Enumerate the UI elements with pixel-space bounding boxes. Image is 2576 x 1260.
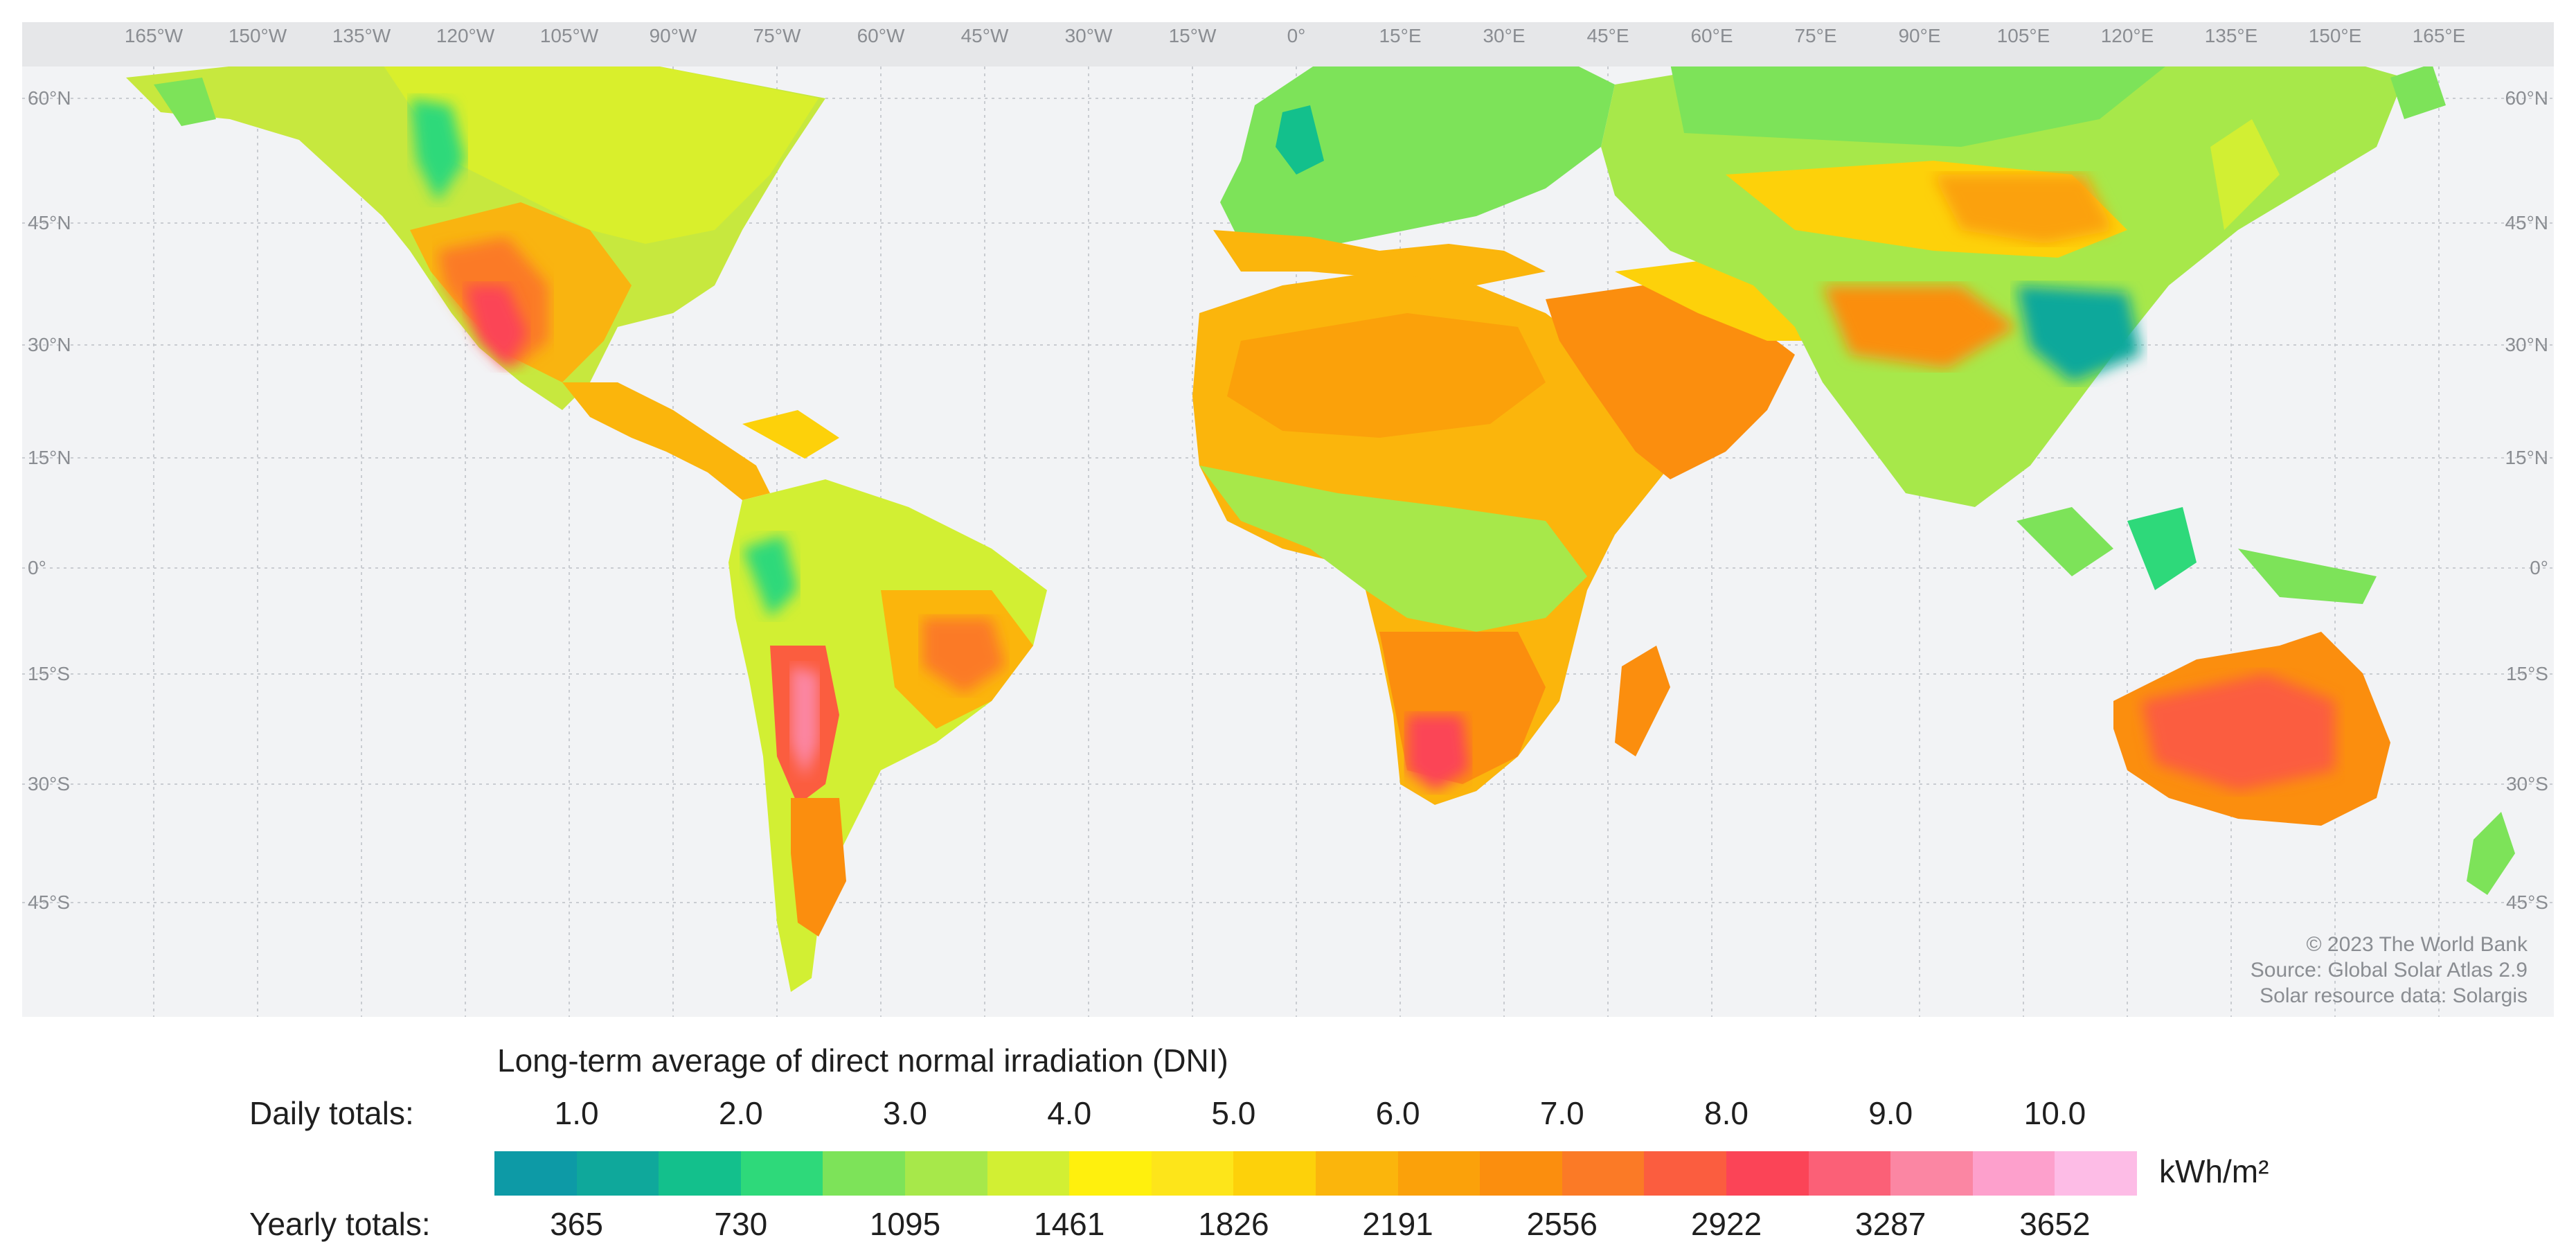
ramp-swatch (740, 1151, 823, 1196)
landmass-southeast-asia (2016, 507, 2377, 604)
ramp-swatch (1644, 1151, 1726, 1196)
latitude-label: 0° (28, 557, 46, 578)
ramp-swatch (1562, 1151, 1645, 1196)
map-panel[interactable]: 165°W 150°W 135°W 120°W 105°W 90°W 75°W 60°W 45°… (22, 22, 2554, 1017)
latitude-label: 45°S (28, 891, 71, 913)
longitude-label: 75°E (1794, 25, 1837, 46)
longitude-label: 30°W (1064, 25, 1113, 46)
longitude-label: 150°E (2308, 25, 2362, 46)
landmass-africa (1192, 272, 1670, 805)
longitude-label: 150°W (228, 25, 287, 46)
ramp-swatch (1808, 1151, 1891, 1196)
longitude-label: 45°W (960, 25, 1009, 46)
yearly-tick-label: 2556 (1526, 1206, 1598, 1242)
latitude-label: 0° (2530, 557, 2548, 578)
ramp-swatch (1397, 1151, 1481, 1196)
dni-legend: Long-term average of direct normal irrad… (0, 1017, 2576, 1260)
yearly-tick-label: 1095 (869, 1206, 941, 1242)
daily-tick-label: 4.0 (1047, 1095, 1092, 1131)
daily-tick-label: 9.0 (1868, 1095, 1913, 1131)
longitude-label: 135°W (332, 25, 391, 46)
landmass-south-america (728, 479, 1047, 992)
longitude-band (22, 22, 2554, 66)
longitude-label: 135°E (2204, 25, 2258, 46)
latitude-label: 30°N (2505, 334, 2548, 355)
longitude-label: 120°E (2100, 25, 2154, 46)
credit-source: Source: Global Solar Atlas 2.9 (2250, 959, 2528, 982)
landmass-europe (1213, 43, 1615, 285)
daily-tick-label: 10.0 (2023, 1095, 2086, 1131)
ramp-swatch (1480, 1151, 1562, 1196)
ramp-swatch (1069, 1151, 1152, 1196)
ramp-swatch (2055, 1151, 2137, 1196)
latitude-label: 15°N (2505, 447, 2548, 468)
longitude-label: 90°W (649, 25, 697, 46)
longitude-label: 15°W (1168, 25, 1217, 46)
longitude-label: 45°E (1586, 25, 1629, 46)
credit-resource: Solar resource data: Solargis (2260, 984, 2528, 1007)
longitude-label: 0° (1287, 25, 1306, 46)
latitude-label: 30°N (28, 334, 71, 355)
daily-tick-label: 1.0 (554, 1095, 599, 1131)
daily-tick-label: 6.0 (1375, 1095, 1420, 1131)
daily-tick-label: 7.0 (1539, 1095, 1584, 1131)
landmass-north-america (126, 50, 839, 500)
ramp-swatch (659, 1151, 741, 1196)
latitude-label: 30°S (28, 773, 71, 795)
yearly-tick-label: 3652 (2019, 1206, 2091, 1242)
latitude-label: 60°N (28, 87, 71, 109)
ramp-swatch (494, 1151, 577, 1196)
yearly-tick-label: 2922 (1690, 1206, 1762, 1242)
latitude-label: 30°S (2505, 773, 2548, 795)
longitude-label: 165°W (124, 25, 184, 46)
longitude-label: 105°E (1996, 25, 2050, 46)
longitude-label: 90°E (1898, 25, 1941, 46)
landmass-asia (1601, 36, 2446, 507)
longitude-label: 60°E (1690, 25, 1733, 46)
ramp-swatch (1151, 1151, 1234, 1196)
credit-copyright: © 2023 The World Bank (2306, 933, 2528, 956)
world-dni-map[interactable] (22, 22, 2554, 1017)
longitude-label: 120°W (436, 25, 495, 46)
ramp-swatch (1233, 1151, 1316, 1196)
daily-tick-label: 2.0 (718, 1095, 763, 1131)
ramp-swatch (823, 1151, 905, 1196)
ramp-swatch (1315, 1151, 1398, 1196)
yearly-tick-label: 730 (714, 1206, 768, 1242)
yearly-totals-label: Yearly totals: (249, 1206, 431, 1242)
latitude-label: 15°N (28, 447, 71, 468)
unit-label: kWh/m² (2159, 1153, 2269, 1189)
daily-tick-label: 3.0 (883, 1095, 927, 1131)
yearly-tick-label: 365 (550, 1206, 603, 1242)
yearly-tick-label: 2191 (1362, 1206, 1433, 1242)
legend-title: Long-term average of direct normal irrad… (497, 1042, 1228, 1079)
longitude-label: 105°W (539, 25, 599, 46)
yearly-tick-label: 3287 (1855, 1206, 1926, 1242)
yearly-tick-label: 1461 (1034, 1206, 1105, 1242)
ramp-swatch (576, 1151, 659, 1196)
longitude-label: 75°W (753, 25, 801, 46)
longitude-label: 30°E (1483, 25, 1526, 46)
daily-tick-label: 8.0 (1704, 1095, 1748, 1131)
latitude-label: 15°S (28, 663, 71, 684)
ramp-swatch (1890, 1151, 1973, 1196)
longitude-label: 165°E (2412, 25, 2466, 46)
yearly-tick-label: 1826 (1198, 1206, 1269, 1242)
ramp-swatch (1726, 1151, 1809, 1196)
latitude-label: 45°S (2505, 891, 2548, 913)
latitude-label: 45°N (2505, 212, 2548, 233)
daily-tick-label: 5.0 (1211, 1095, 1256, 1131)
ramp-swatch (987, 1151, 1070, 1196)
latitude-label: 15°S (2505, 663, 2548, 684)
latitude-label: 60°N (2505, 87, 2548, 109)
landmass-australia (2113, 632, 2515, 895)
ramp-swatch (904, 1151, 987, 1196)
daily-totals-label: Daily totals: (249, 1095, 414, 1131)
latitude-label: 45°N (28, 212, 71, 233)
map-credits: © 2023 The World Bank Source: Global Sol… (2251, 932, 2528, 1009)
longitude-label: 60°W (857, 25, 905, 46)
longitude-label: 15°E (1379, 25, 1422, 46)
color-ramp (494, 1151, 2137, 1196)
ramp-swatch (1972, 1151, 2055, 1196)
